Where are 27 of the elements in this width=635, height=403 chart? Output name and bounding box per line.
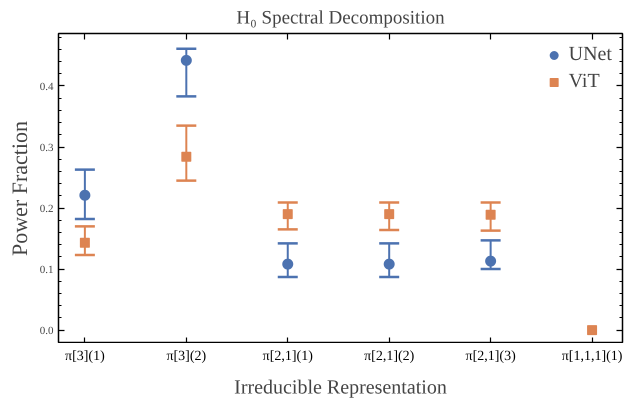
chart-title: H₀ Spectral Decomposition [236,8,446,28]
y-axis-title: Power Fraction [6,120,32,256]
legend-label: ViT [568,70,600,93]
point [486,210,496,220]
point [80,238,90,248]
x-tick-label: π[3](1) [65,349,106,364]
y-tick-label: 0.4 [40,80,54,93]
point [384,209,394,220]
x-axis-title: Irreducible Representation [234,376,447,398]
x-tick-label: π[2,1](2) [364,349,415,364]
point [79,190,90,201]
x-tick-label: π[2,1](3) [466,349,516,364]
x-tick-label: π[2,1](1) [262,349,314,364]
point [587,325,598,336]
legend-label: UNet [568,43,612,66]
point [384,258,395,270]
point [282,258,294,270]
point [180,54,192,66]
x-tick-label: π[3](2) [166,349,207,364]
y-tick-label: 0.3 [40,142,54,154]
point [282,209,293,220]
point [181,152,192,162]
y-tick-label: 0.0 [40,325,54,338]
x-tick-label: π[1,1,1](1) [562,349,623,364]
point [485,256,496,267]
y-tick-label: 0.2 [40,203,54,216]
y-tick-label: 0.1 [40,264,54,276]
